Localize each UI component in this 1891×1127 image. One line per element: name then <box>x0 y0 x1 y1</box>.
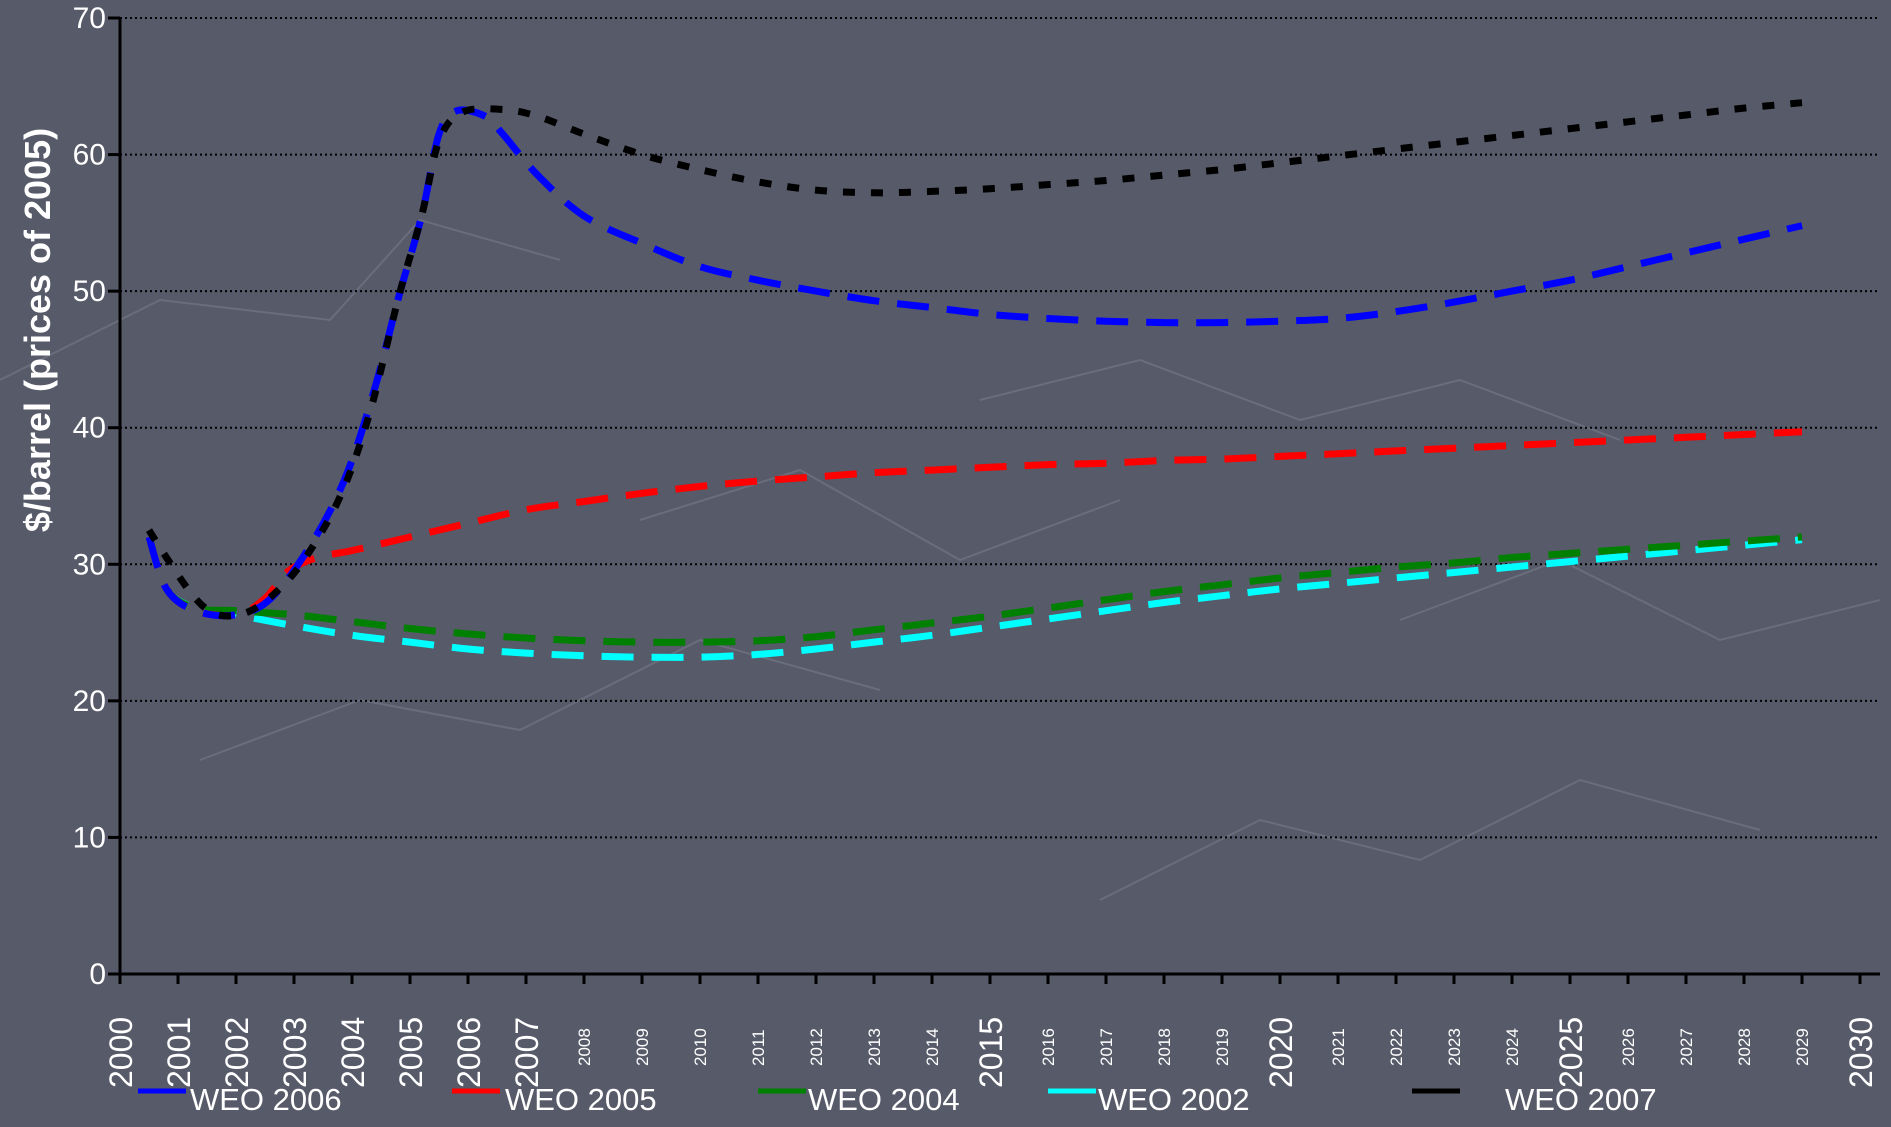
x-tick-label-2018: 2018 <box>1155 1028 1174 1066</box>
x-tick-label-2007: 2007 <box>509 1017 545 1088</box>
legend: WEO 2006 WEO 2005 WEO 2004 WEO 2002 WEO 2007 <box>138 1082 1657 1117</box>
x-tick-label-2024: 2024 <box>1503 1028 1522 1066</box>
y-tick-label-0: 0 <box>89 958 106 991</box>
x-tick-label-2028: 2028 <box>1735 1028 1754 1066</box>
x-tick-label-2014: 2014 <box>923 1028 942 1066</box>
legend-label-weo-2004: WEO 2004 <box>808 1082 960 1117</box>
y-tick-label-60: 60 <box>73 139 106 172</box>
x-tick-label-2011: 2011 <box>749 1029 768 1066</box>
x-tick-label-2012: 2012 <box>807 1028 826 1066</box>
x-tick-label-2021: 2021 <box>1329 1028 1348 1066</box>
x-tick-label-2023: 2023 <box>1445 1028 1464 1066</box>
y-tick-labels: 0 10 20 30 40 50 60 70 <box>73 2 106 991</box>
y-tick-label-70: 70 <box>73 2 106 35</box>
x-tick-label-2030: 2030 <box>1843 1017 1879 1088</box>
x-tick-label-2013: 2013 <box>865 1028 884 1066</box>
axes <box>108 16 1880 984</box>
series-line-weo-2007 <box>146 99 1803 620</box>
x-tick-label-2010: 2010 <box>691 1028 710 1066</box>
x-tick-label-2020: 2020 <box>1263 1017 1299 1088</box>
x-tick-label-2001: 2001 <box>161 1017 197 1088</box>
series-line-weo-2002 <box>145 535 1803 661</box>
y-axis-label: $/barrel (prices of 2005) <box>17 128 58 532</box>
decor-line-4 <box>639 468 1121 562</box>
legend-label-weo-2007: WEO 2007 <box>1505 1082 1657 1117</box>
decor-line-5 <box>1399 558 1881 642</box>
y-tick-label-40: 40 <box>73 412 106 445</box>
decor-line-2 <box>979 358 1621 441</box>
grid-lines <box>120 17 1880 839</box>
x-tick-label-2005: 2005 <box>393 1017 429 1088</box>
background-decoration <box>0 218 1881 901</box>
x-tick-label-2003: 2003 <box>277 1017 313 1088</box>
decor-line-3 <box>1099 778 1761 901</box>
x-tick-label-2000: 2000 <box>103 1017 139 1088</box>
x-tick-label-2025: 2025 <box>1553 1017 1589 1088</box>
x-tick-label-2026: 2026 <box>1619 1028 1638 1066</box>
x-tick-label-2002: 2002 <box>219 1017 255 1088</box>
x-tick-label-2019: 2019 <box>1213 1028 1232 1066</box>
x-tick-label-2029: 2029 <box>1793 1028 1812 1066</box>
x-tick-label-2015: 2015 <box>973 1017 1009 1088</box>
x-tick-label-2016: 2016 <box>1039 1028 1058 1066</box>
legend-label-weo-2006: WEO 2006 <box>190 1082 342 1117</box>
y-tick-label-50: 50 <box>73 275 106 308</box>
x-tick-label-2004: 2004 <box>335 1017 371 1088</box>
y-tick-label-30: 30 <box>73 548 106 581</box>
x-tick-label-2017: 2017 <box>1097 1028 1116 1066</box>
series-line-weo-2005 <box>145 428 1803 620</box>
legend-label-weo-2005: WEO 2005 <box>505 1082 657 1117</box>
y-tick-label-10: 10 <box>73 821 106 854</box>
x-tick-label-2008: 2008 <box>575 1028 594 1066</box>
y-tick-label-20: 20 <box>73 685 106 718</box>
x-tick-label-2006: 2006 <box>451 1017 487 1088</box>
decor-line-0 <box>0 218 561 381</box>
series-lines <box>145 99 1803 661</box>
x-tick-label-2009: 2009 <box>633 1028 652 1066</box>
series-line-weo-2004 <box>145 533 1803 646</box>
x-tick-label-2027: 2027 <box>1677 1028 1696 1066</box>
x-tick-labels: 2000 2001 2002 2003 2004 2005 2006 2007 2008 2009… <box>103 1017 1879 1088</box>
legend-label-weo-2002: WEO 2002 <box>1098 1082 1250 1117</box>
x-tick-label-2022: 2022 <box>1387 1028 1406 1066</box>
